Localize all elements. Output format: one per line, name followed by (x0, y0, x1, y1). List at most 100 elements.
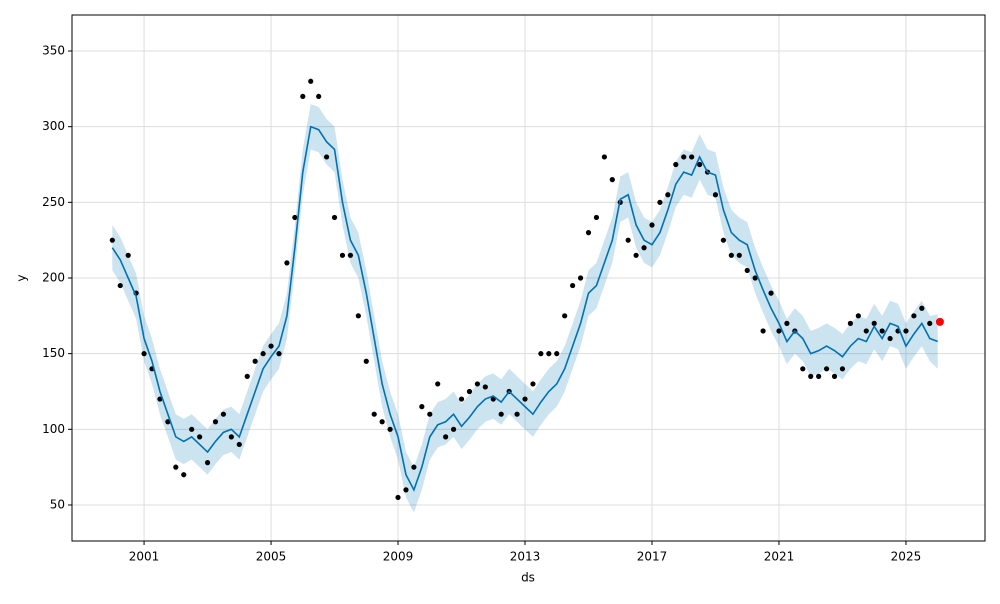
observation (863, 328, 869, 334)
observation (514, 411, 520, 417)
observation (276, 351, 282, 357)
x-tick-label: 2005 (256, 550, 287, 564)
observation (498, 411, 504, 417)
observation (538, 351, 544, 357)
observation (665, 192, 671, 198)
observation (839, 366, 846, 372)
y-tick-label: 300 (42, 119, 65, 133)
y-tick-label: 200 (42, 271, 65, 285)
observation (474, 381, 480, 387)
observation (776, 328, 782, 334)
observation (284, 260, 290, 266)
observation (744, 267, 750, 274)
y-axis-label: y (15, 274, 29, 281)
observation (768, 290, 774, 296)
observation (641, 245, 647, 251)
observation (244, 373, 250, 379)
observation (831, 373, 838, 379)
observation (141, 351, 147, 357)
observation (681, 154, 687, 160)
x-tick-label: 2025 (891, 550, 922, 564)
x-axis-label: ds (521, 571, 535, 585)
observation (458, 396, 465, 402)
observation (387, 426, 393, 432)
y-tick-label: 100 (42, 422, 65, 436)
observation (927, 320, 933, 326)
observation (760, 328, 766, 334)
forecast-line (111, 125, 938, 492)
observation (784, 320, 790, 326)
y-tick-label: 50 (50, 497, 65, 511)
observation (403, 487, 409, 493)
y-tick-label: 350 (42, 44, 65, 58)
last-point (935, 317, 944, 326)
observation (546, 351, 552, 357)
observation (736, 252, 742, 258)
observation (752, 275, 758, 281)
observation (236, 441, 242, 448)
observation (577, 275, 584, 281)
observation (554, 351, 560, 357)
observation (379, 419, 385, 425)
observation (363, 358, 369, 364)
observation (204, 460, 211, 466)
observation (125, 252, 131, 258)
observation (300, 93, 306, 100)
observation (800, 366, 806, 372)
observation (887, 335, 893, 342)
x-tick-label: 2013 (510, 550, 541, 564)
observation (316, 93, 322, 100)
observation (197, 434, 203, 440)
y-tick-label: 250 (42, 195, 65, 209)
observation (268, 343, 274, 349)
observation (117, 282, 123, 289)
observation (109, 237, 115, 243)
observation (649, 222, 655, 228)
observation (847, 320, 853, 326)
observation (347, 252, 354, 258)
observation (593, 214, 600, 221)
observation (173, 464, 179, 470)
observation (855, 313, 861, 319)
observation (339, 252, 346, 258)
observation (816, 373, 822, 379)
observation (228, 434, 234, 440)
observation (411, 464, 417, 470)
observation (633, 252, 639, 258)
observation (260, 351, 266, 357)
observation (728, 252, 734, 258)
observation (435, 381, 441, 387)
observation (419, 404, 425, 410)
observation (871, 320, 877, 326)
observation (371, 411, 377, 417)
observation (308, 78, 314, 84)
observation (522, 396, 528, 402)
observation (181, 472, 187, 478)
observation (252, 358, 258, 364)
observation (530, 381, 536, 387)
observation (466, 388, 473, 395)
observation (165, 419, 171, 425)
observation (657, 199, 663, 205)
observation (609, 177, 615, 183)
observation (331, 214, 338, 221)
observation (903, 328, 909, 334)
observation (673, 161, 679, 168)
observation (919, 305, 925, 311)
plot-frame (71, 14, 986, 542)
x-tick-label: 2017 (637, 550, 668, 564)
observation (189, 426, 195, 432)
x-tick-label: 2021 (764, 550, 795, 564)
observation (323, 154, 330, 160)
observation (450, 426, 457, 432)
observation (585, 230, 592, 236)
observation (395, 494, 401, 501)
observation (712, 192, 719, 198)
observation (720, 237, 727, 243)
observation (562, 313, 568, 319)
x-tick-label: 2001 (129, 550, 160, 564)
observation (443, 434, 449, 440)
observation (212, 419, 219, 425)
observation (808, 373, 814, 379)
